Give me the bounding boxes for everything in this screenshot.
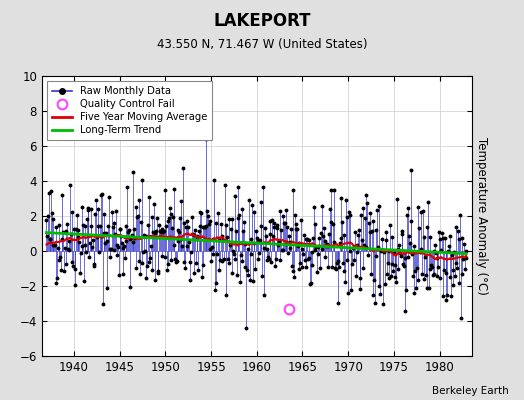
Legend: Raw Monthly Data, Quality Control Fail, Five Year Moving Average, Long-Term Tren: Raw Monthly Data, Quality Control Fail, … — [47, 81, 212, 140]
Text: LAKEPORT: LAKEPORT — [213, 12, 311, 30]
Y-axis label: Temperature Anomaly (°C): Temperature Anomaly (°C) — [475, 137, 488, 295]
Text: Berkeley Earth: Berkeley Earth — [432, 386, 508, 396]
Text: 43.550 N, 71.467 W (United States): 43.550 N, 71.467 W (United States) — [157, 38, 367, 51]
